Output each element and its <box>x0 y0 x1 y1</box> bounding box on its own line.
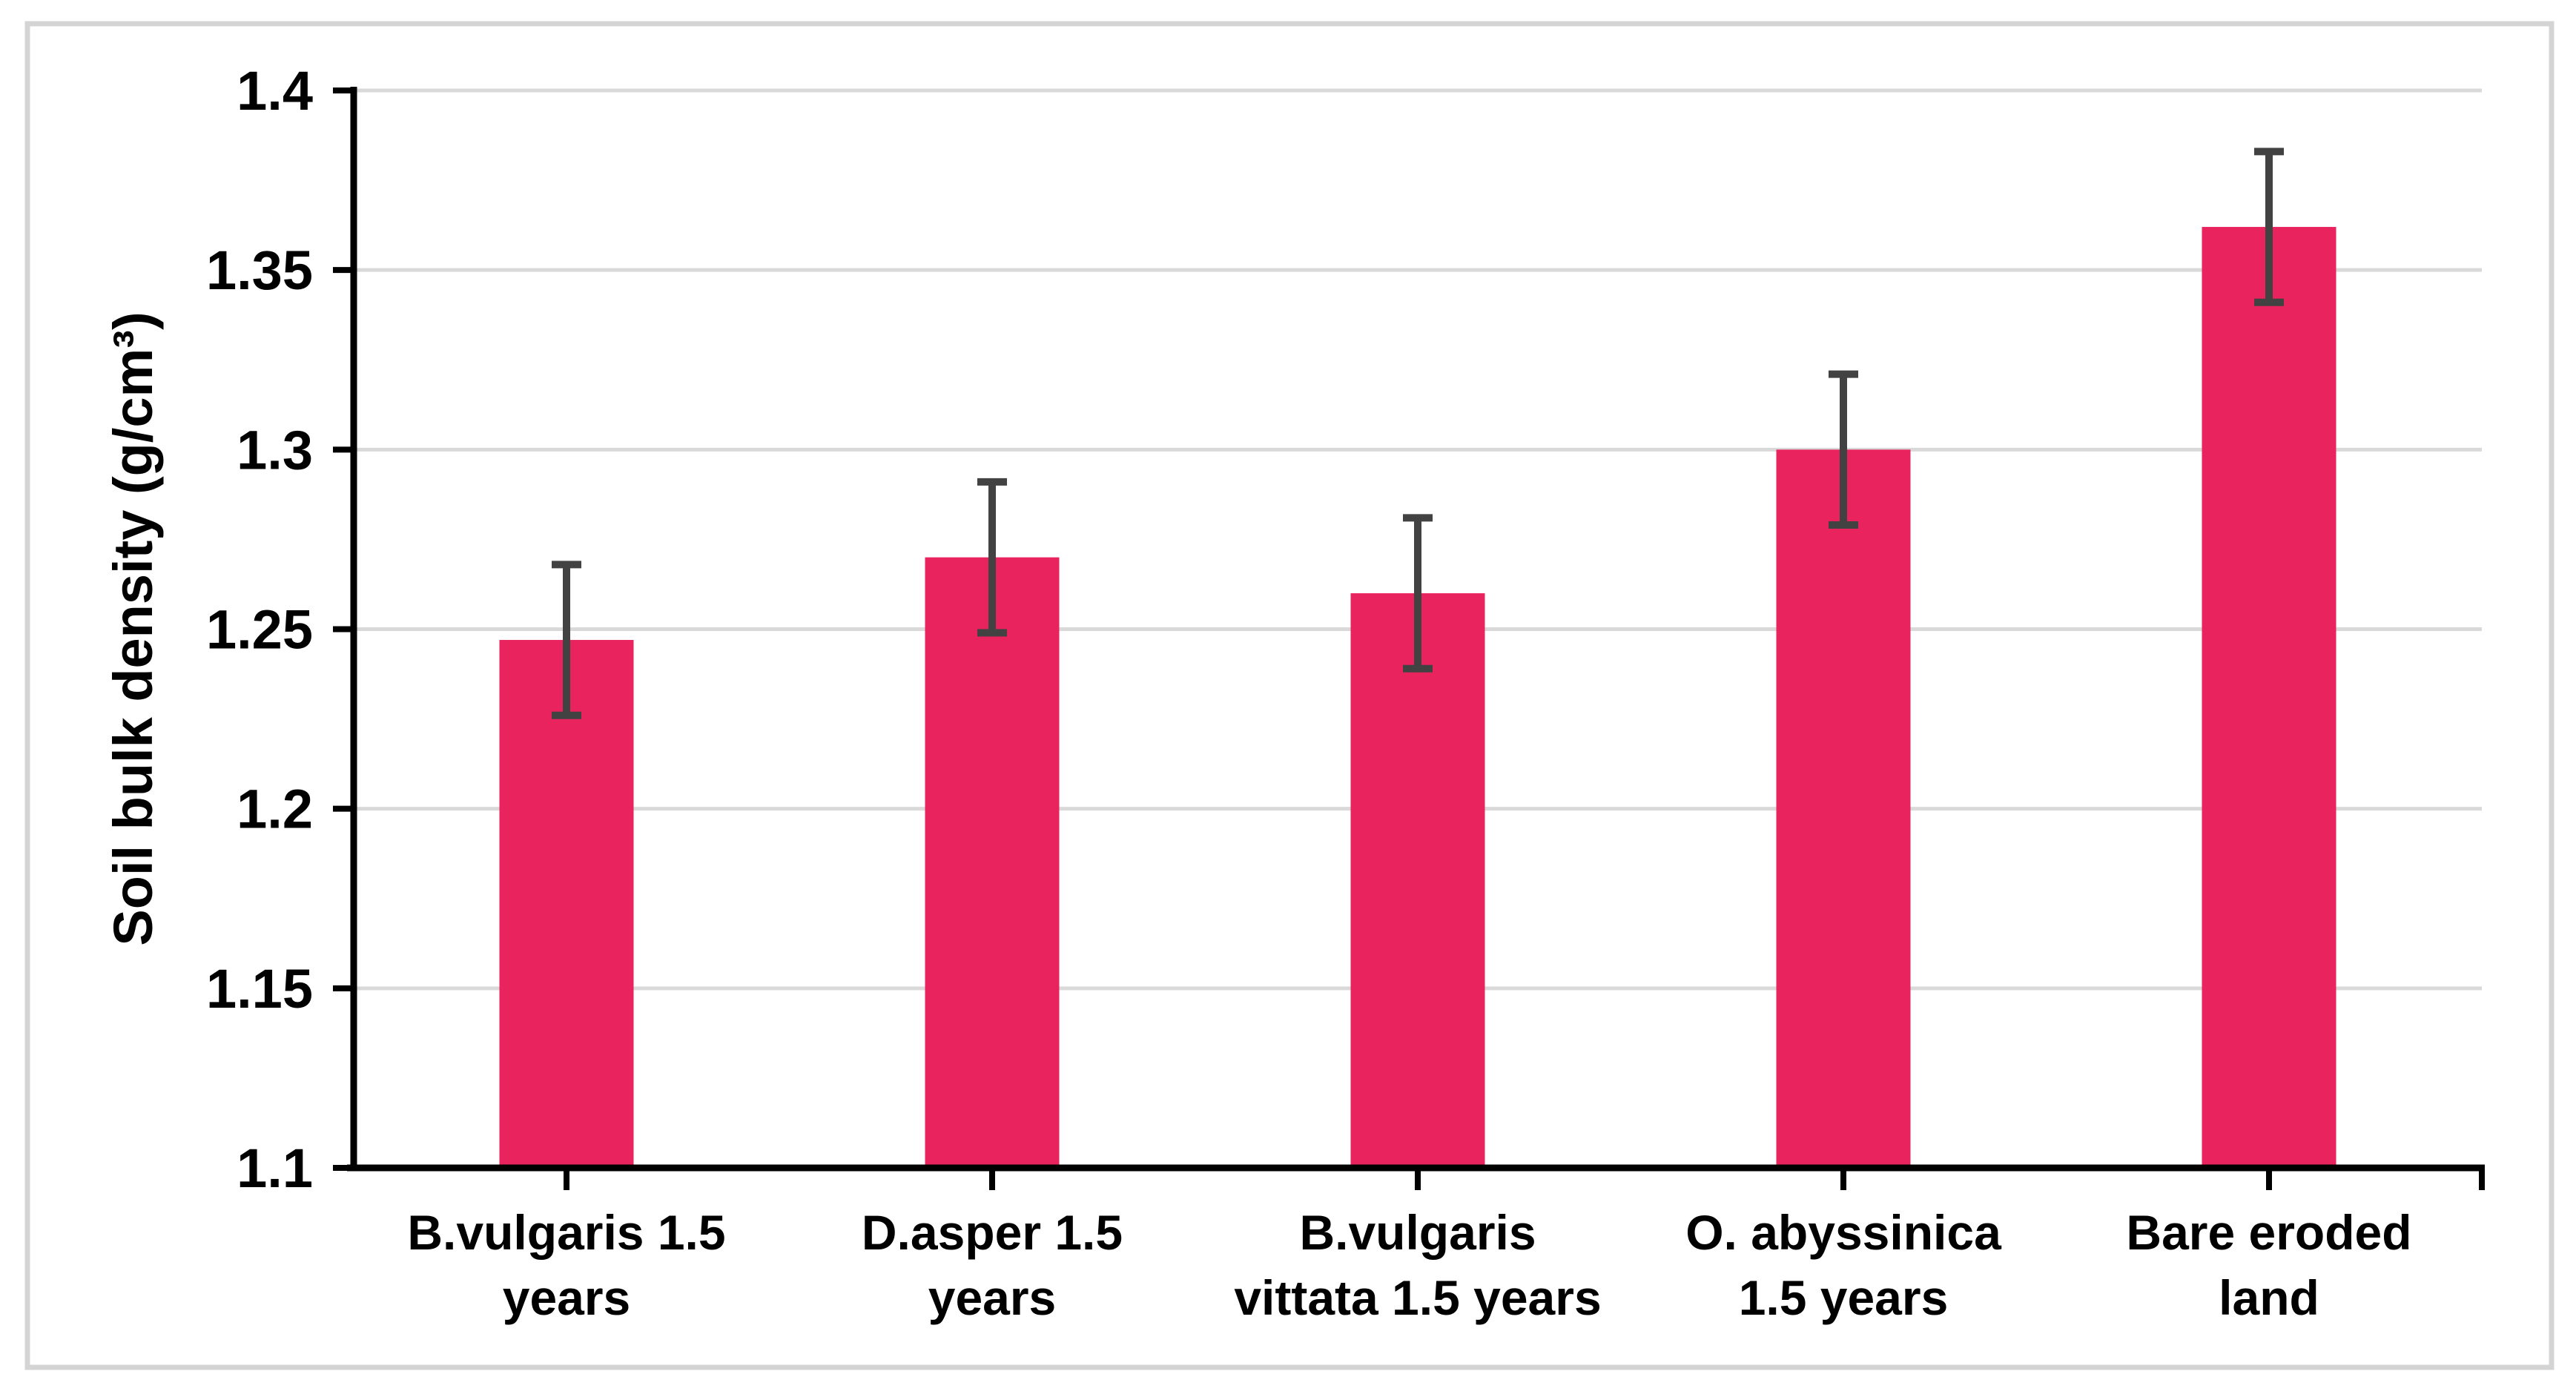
figure-border <box>24 21 2554 1370</box>
error-bar-3 <box>1829 370 1858 529</box>
category-label-2: B.vulgaris vittata 1.5 years <box>1234 1205 1601 1325</box>
error-bar-2 <box>1403 514 1433 673</box>
y-tick-label: 1.4 <box>237 60 313 122</box>
y-tick-label: 1.1 <box>237 1137 313 1199</box>
gridlines-layer <box>354 88 2482 991</box>
category-label-4: Bare eroded land <box>2126 1205 2411 1325</box>
error-bars-layer <box>552 148 2284 719</box>
category-label-0: B.vulgaris 1.5 years <box>407 1205 725 1325</box>
axes-layer <box>333 87 2485 1190</box>
labels-layer: 1.1 1.15 1.2 1.25 1.3 1.35 1.4 B.vulgaris 1.5 ye… <box>206 60 2412 1325</box>
y-tick-label: 1.25 <box>206 599 313 661</box>
bar-3 <box>1776 449 1911 1168</box>
bars-layer <box>499 227 2336 1169</box>
y-tick-label: 1.2 <box>237 779 313 840</box>
bar-4 <box>2202 227 2336 1169</box>
y-tick-label: 1.35 <box>206 240 313 301</box>
y-tick-label: 1.3 <box>237 419 313 480</box>
error-bar-0 <box>552 561 581 719</box>
bar-1 <box>925 557 1060 1168</box>
category-label-3: O. abyssinica 1.5 years <box>1685 1205 2002 1325</box>
bar-0 <box>499 640 634 1168</box>
error-bar-4 <box>2254 148 2284 306</box>
error-bar-1 <box>977 478 1007 637</box>
y-axis-title: Soil bulk density (g/cm³) <box>102 311 164 945</box>
bar-2 <box>1350 593 1485 1168</box>
y-tick-label: 1.15 <box>206 958 313 1020</box>
category-label-1: D.asper 1.5 years <box>862 1205 1123 1325</box>
